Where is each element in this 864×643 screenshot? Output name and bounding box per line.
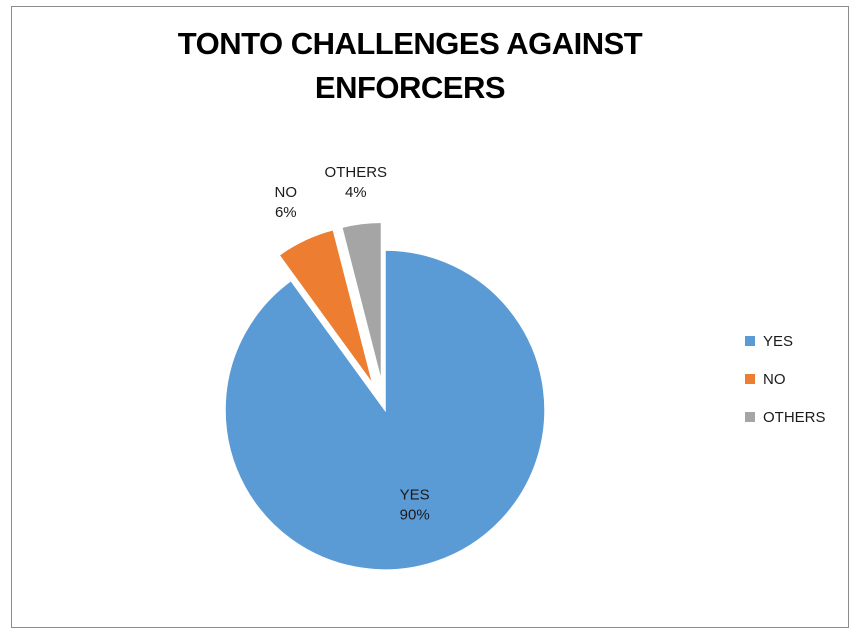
legend-swatch-others	[745, 412, 755, 422]
legend-label-yes: YES	[763, 332, 794, 350]
data-label-name-others: OTHERS	[325, 164, 388, 181]
legend-item-others: OTHERS	[745, 398, 826, 436]
data-label-value-yes: 90%	[400, 506, 430, 523]
data-label-value-no: 6%	[275, 204, 297, 221]
legend-label-no: NO	[763, 370, 786, 388]
pie-slice-others	[340, 221, 383, 383]
legend-item-yes: YES	[745, 322, 826, 360]
legend-swatch-yes	[745, 336, 755, 346]
data-label-name-no: NO	[275, 184, 298, 201]
pie-slice-yes	[224, 249, 546, 571]
data-label-name-yes: YES	[400, 486, 430, 503]
legend-swatch-no	[745, 374, 755, 384]
chart-title: TONTO CHALLENGES AGAINST ENFORCERS	[177, 26, 643, 105]
data-label-value-others: 4%	[345, 184, 367, 201]
pie-slice-no	[277, 228, 374, 386]
pie-slices	[224, 221, 546, 571]
legend: YES NO OTHERS	[745, 322, 826, 436]
legend-item-no: NO	[745, 360, 826, 398]
legend-label-others: OTHERS	[763, 408, 826, 426]
pie-data-labels: YES 90% NO 6% OTHERS 4%	[275, 164, 430, 523]
